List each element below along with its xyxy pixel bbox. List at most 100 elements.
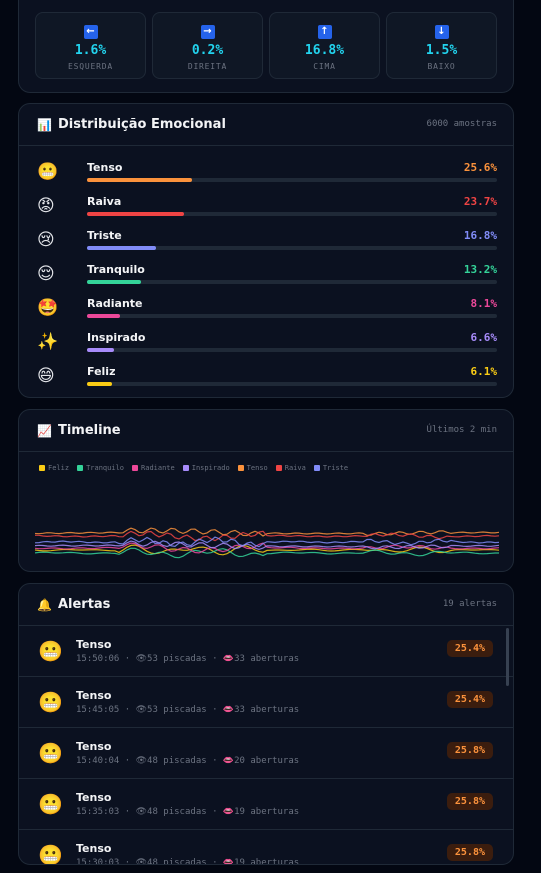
card-header: 📊 Distribuição Emocional 6000 amostras xyxy=(19,104,513,146)
alert-time: 15:40:04 xyxy=(76,756,120,766)
alert-blinks: 👁48 piscadas xyxy=(135,756,207,766)
emotion-row: 😬 Tenso 25.6% xyxy=(37,161,497,191)
alert-emotion-name: Tenso xyxy=(76,842,112,855)
legend-swatch xyxy=(132,465,139,471)
gaze-grid: ← 1.6% ESQUERDA → 0.2% DIREITA ↑ 16.8% C… xyxy=(35,12,497,79)
alert-openings: 👄33 aberturas xyxy=(222,705,300,715)
emotion-row: ✨ Inspirado 6.6% xyxy=(37,331,497,361)
alerts-title: Alertas xyxy=(57,597,111,612)
alert-details: 15:30:03 · 👁48 piscadas · 👄19 aberturas xyxy=(76,858,300,865)
emotion-bar-track xyxy=(87,314,497,318)
alert-row[interactable]: 😬 Tenso 15:40:04 · 👁48 piscadas · 👄20 aber… xyxy=(19,728,513,779)
legend-item: Radiante xyxy=(132,464,175,472)
card-title: 📊 Distribuição Emocional xyxy=(37,117,226,132)
emotion-bar-track xyxy=(87,212,497,216)
emotion-bar-fill xyxy=(87,178,192,182)
emotion-name: Raiva xyxy=(87,195,122,208)
legend-label: Raiva xyxy=(284,464,306,472)
gaze-cell-right: → 0.2% DIREITA xyxy=(152,12,263,79)
timeline-series-line xyxy=(35,544,499,556)
legend-label: Tranquilo xyxy=(86,464,125,472)
emotion-emoji-icon: 😡 xyxy=(37,196,55,216)
alert-row[interactable]: 😬 Tenso 15:35:03 · 👁48 piscadas · 👄19 aber… xyxy=(19,779,513,830)
emotion-name: Triste xyxy=(87,229,122,242)
alert-row[interactable]: 😬 Tenso 15:45:05 · 👁53 piscadas · 👄33 aber… xyxy=(19,677,513,728)
gaze-value-right: 0.2% xyxy=(191,43,224,58)
alert-row[interactable]: 😬 Tenso 15:30:03 · 👁48 piscadas · 👄19 aber… xyxy=(19,830,513,865)
sample-count: 6000 amostras xyxy=(426,119,497,129)
alert-openings: 👄19 aberturas xyxy=(222,858,300,865)
alert-emoji-icon: 😬 xyxy=(38,741,63,765)
legend-item: Raiva xyxy=(275,464,306,472)
emotion-name: Tenso xyxy=(87,161,123,174)
alert-blinks: 👁53 piscadas xyxy=(135,705,207,715)
legend-swatch xyxy=(182,465,189,471)
emotion-bar-fill xyxy=(87,246,156,250)
emotion-name: Radiante xyxy=(87,297,143,310)
alert-openings: 👄19 aberturas xyxy=(222,807,300,817)
alert-row[interactable]: 😬 Tenso 15:50:06 · 👁53 piscadas · 👄33 aber… xyxy=(19,626,513,677)
emotion-percent: 25.6% xyxy=(463,161,497,174)
emotion-emoji-icon: ✨ xyxy=(37,332,59,352)
card-header: 🔔 Alertas 19 alertas xyxy=(19,584,513,626)
emotion-row: 😌 Tranquilo 13.2% xyxy=(37,263,497,293)
emotion-emoji-icon: 🤩 xyxy=(37,298,59,318)
line-chart-icon: 📈 xyxy=(37,423,52,438)
bar-chart-icon: 📊 xyxy=(37,117,52,132)
arrow-down-icon: ↓ xyxy=(434,25,449,39)
emotion-percent: 8.1% xyxy=(470,297,498,310)
emotion-emoji-icon: 😬 xyxy=(37,162,59,182)
emotion-row: 🤩 Radiante 8.1% xyxy=(37,297,497,327)
alert-blinks: 👁53 piscadas xyxy=(135,654,207,664)
alert-blinks: 👁48 piscadas xyxy=(135,807,207,817)
legend-swatch xyxy=(77,465,84,471)
emotion-percent: 23.7% xyxy=(463,195,497,208)
gaze-label-left: ESQUERDA xyxy=(68,62,113,71)
card-header: 📈 Timeline Últimos 2 min xyxy=(19,410,513,452)
alert-emoji-icon: 😬 xyxy=(38,690,63,714)
emotion-bar-track xyxy=(87,280,497,284)
legend-item: Triste xyxy=(313,464,348,472)
legend-label: Tenso xyxy=(246,464,268,472)
alert-openings: 👄20 aberturas xyxy=(222,756,300,766)
alert-emotion-name: Tenso xyxy=(76,638,112,651)
emotion-title: Distribuição Emocional xyxy=(57,117,226,132)
alerts-scrollbar[interactable] xyxy=(506,628,509,686)
alert-time: 15:50:06 xyxy=(76,654,120,664)
timeline-chart xyxy=(35,527,499,559)
legend-item: Inspirado xyxy=(182,464,230,472)
legend-item: Tranquilo xyxy=(77,464,124,472)
card-title: 📈 Timeline xyxy=(37,423,121,438)
arrow-right-icon: → xyxy=(200,25,215,39)
arrow-up-icon: ↑ xyxy=(317,25,332,39)
emotion-row: 😄 Feliz 6.1% xyxy=(37,365,497,395)
emotion-bar-fill xyxy=(87,314,121,318)
timeline-range: Últimos 2 min xyxy=(426,425,497,435)
gaze-value-left: 1.6% xyxy=(74,43,107,58)
legend-swatch xyxy=(39,465,45,471)
legend-item: Feliz xyxy=(39,464,69,472)
gaze-cell-up: ↑ 16.8% CIMA xyxy=(269,12,380,79)
timeline-series-line xyxy=(35,542,499,554)
emotion-percent: 6.1% xyxy=(470,365,498,378)
emotion-bar-track xyxy=(87,348,497,352)
timeline-series-line xyxy=(35,530,499,542)
emotion-percent: 16.8% xyxy=(463,229,497,242)
alert-percent-badge: 25.8% xyxy=(446,742,493,759)
gaze-value-up: 16.8% xyxy=(304,43,345,58)
arrow-left-icon: ← xyxy=(83,25,98,39)
legend-label: Radiante xyxy=(141,464,175,472)
alert-details: 15:40:04 · 👁48 piscadas · 👄20 aberturas xyxy=(76,756,300,766)
legend-swatch xyxy=(237,465,244,471)
emotion-row: 😢 Triste 16.8% xyxy=(37,229,497,259)
card-title: 🔔 Alertas xyxy=(37,597,110,612)
legend-item: Tenso xyxy=(237,464,268,472)
gaze-cell-down: ↓ 1.5% BAIXO xyxy=(386,12,497,79)
alert-details: 15:50:06 · 👁53 piscadas · 👄33 aberturas xyxy=(76,654,300,664)
emotion-emoji-icon: 😄 xyxy=(37,366,55,386)
alert-emoji-icon: 😬 xyxy=(38,843,63,865)
emotion-emoji-icon: 😌 xyxy=(37,264,55,284)
timeline-card: 📈 Timeline Últimos 2 min Feliz Tranquilo R… xyxy=(18,409,514,572)
gaze-label-right: DIREITA xyxy=(187,62,228,71)
emotion-bar-fill xyxy=(87,280,142,284)
